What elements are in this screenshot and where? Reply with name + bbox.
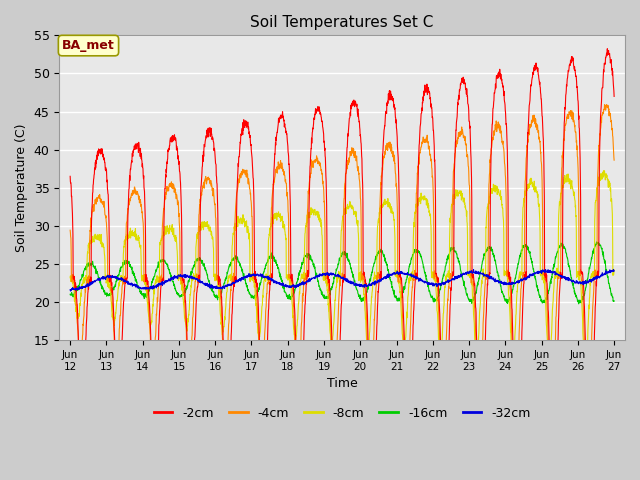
X-axis label: Time: Time bbox=[327, 377, 358, 390]
Legend: -2cm, -4cm, -8cm, -16cm, -32cm: -2cm, -4cm, -8cm, -16cm, -32cm bbox=[148, 402, 536, 425]
Y-axis label: Soil Temperature (C): Soil Temperature (C) bbox=[15, 124, 28, 252]
Title: Soil Temperatures Set C: Soil Temperatures Set C bbox=[250, 15, 434, 30]
Text: BA_met: BA_met bbox=[62, 39, 115, 52]
